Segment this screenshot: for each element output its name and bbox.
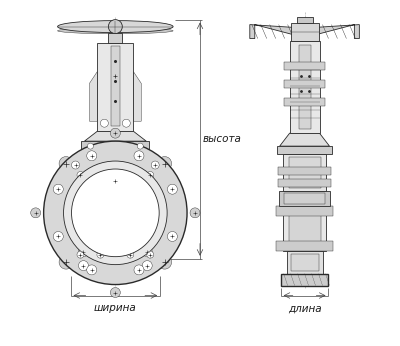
Circle shape [31,208,41,218]
FancyBboxPatch shape [287,251,322,274]
Circle shape [110,288,120,298]
Circle shape [142,261,152,271]
Circle shape [59,255,73,269]
Circle shape [127,172,134,179]
FancyBboxPatch shape [278,179,332,187]
FancyBboxPatch shape [277,146,332,154]
Ellipse shape [58,28,173,34]
Circle shape [168,231,177,242]
Circle shape [72,169,159,257]
FancyBboxPatch shape [284,193,326,204]
Circle shape [147,172,154,179]
Ellipse shape [58,21,173,33]
Circle shape [44,141,187,284]
Text: высота: высота [203,134,242,144]
FancyBboxPatch shape [284,62,326,71]
FancyBboxPatch shape [278,167,332,175]
Circle shape [53,231,63,242]
FancyBboxPatch shape [291,22,318,40]
Circle shape [64,161,167,265]
Circle shape [78,261,88,271]
Polygon shape [84,131,146,141]
FancyBboxPatch shape [281,274,328,285]
Circle shape [168,184,177,194]
Polygon shape [312,25,359,38]
Circle shape [127,251,134,258]
Circle shape [158,157,172,171]
Polygon shape [133,71,141,121]
FancyBboxPatch shape [279,191,330,206]
Circle shape [88,143,94,149]
Circle shape [77,251,84,258]
Polygon shape [143,155,161,165]
Circle shape [87,151,97,161]
FancyBboxPatch shape [297,17,312,22]
Circle shape [77,172,84,179]
FancyBboxPatch shape [289,157,320,188]
Text: длина: длина [288,303,321,313]
Circle shape [97,251,104,258]
Circle shape [78,247,88,257]
Circle shape [137,143,143,149]
FancyBboxPatch shape [68,179,163,251]
Polygon shape [280,133,330,146]
FancyBboxPatch shape [291,254,318,271]
Circle shape [134,265,144,275]
Circle shape [190,208,200,218]
Circle shape [158,255,172,269]
Circle shape [53,184,63,194]
FancyBboxPatch shape [88,259,143,274]
FancyBboxPatch shape [111,46,120,126]
Circle shape [110,128,120,138]
FancyBboxPatch shape [283,206,326,251]
FancyBboxPatch shape [284,98,326,106]
FancyBboxPatch shape [299,45,310,129]
Circle shape [122,119,130,127]
FancyBboxPatch shape [98,43,133,131]
Polygon shape [70,155,88,165]
FancyBboxPatch shape [276,206,334,216]
Circle shape [110,176,120,186]
FancyBboxPatch shape [88,151,143,171]
Polygon shape [90,71,98,121]
Text: ширина: ширина [94,303,137,313]
FancyBboxPatch shape [284,80,326,88]
Circle shape [134,151,144,161]
Circle shape [147,251,154,258]
Circle shape [151,161,159,169]
Circle shape [100,119,108,127]
Circle shape [142,247,152,257]
Circle shape [72,161,80,169]
FancyBboxPatch shape [108,33,122,43]
Circle shape [108,20,122,34]
Circle shape [97,172,104,179]
Circle shape [59,157,73,171]
Circle shape [87,265,97,275]
FancyBboxPatch shape [82,141,149,151]
FancyBboxPatch shape [70,251,160,259]
FancyBboxPatch shape [276,241,334,251]
Polygon shape [250,25,297,38]
FancyBboxPatch shape [70,171,160,179]
FancyBboxPatch shape [290,40,320,133]
FancyBboxPatch shape [289,209,320,248]
FancyBboxPatch shape [283,154,326,191]
